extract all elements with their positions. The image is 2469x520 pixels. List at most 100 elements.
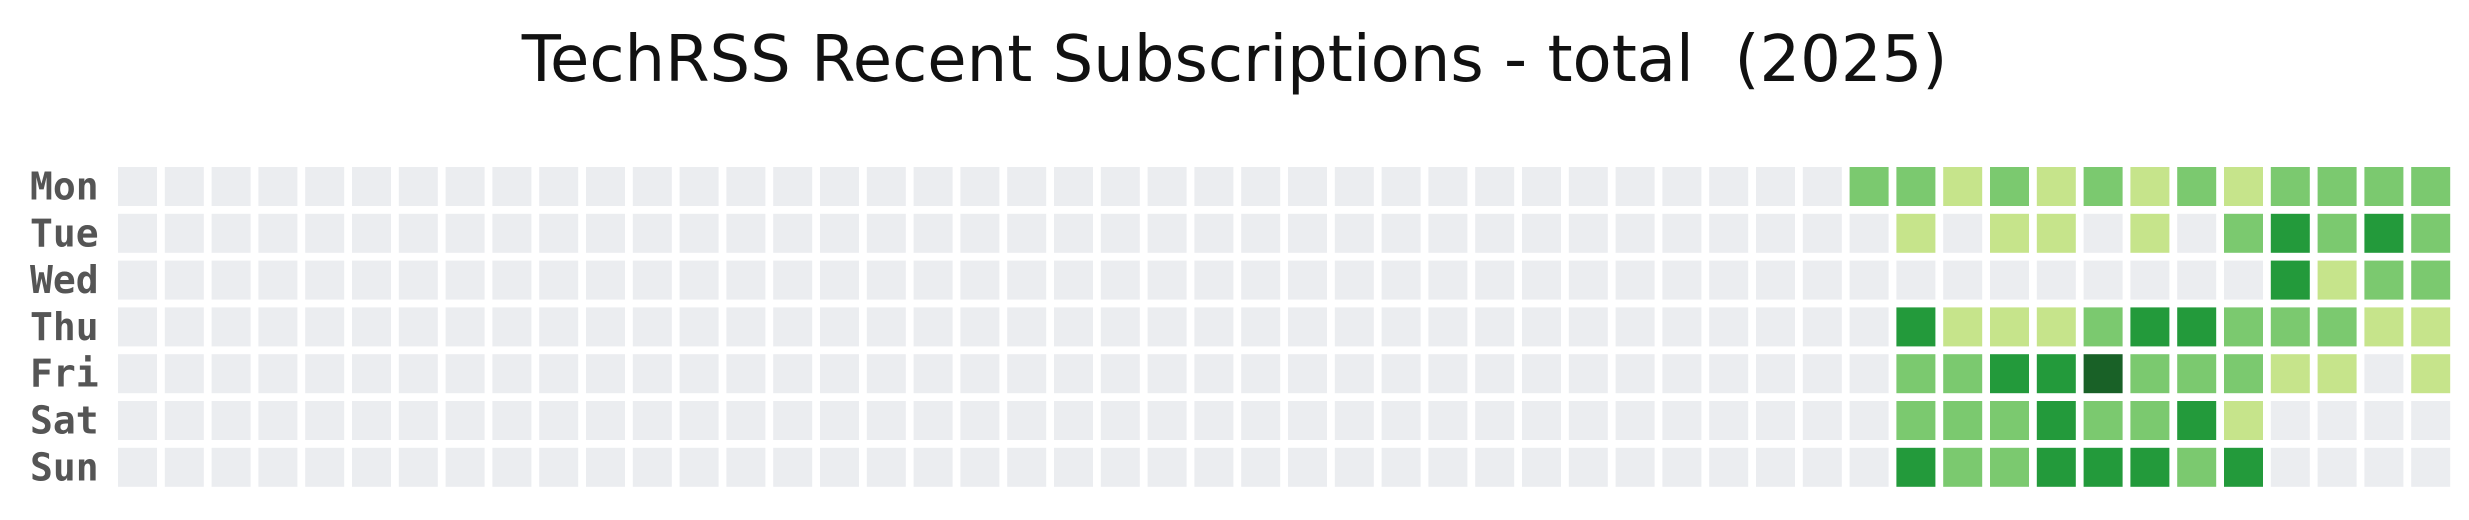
- heatmap-cell-fri-13: [726, 354, 766, 394]
- heatmap-cell-tue-3: [258, 213, 298, 253]
- heatmap-cell-tue-14: [773, 213, 813, 253]
- heatmap-cell-fri-38: [1896, 354, 1936, 394]
- heatmap-cell-sun-48: [2364, 447, 2404, 487]
- heatmap-cell-wed-0: [118, 260, 157, 300]
- heatmap-cell-thu-40: [1990, 307, 2029, 347]
- heatmap-cell-mon-49: [2411, 167, 2451, 206]
- heatmap-cell-fri-28: [1428, 354, 1468, 394]
- heatmap-cell-sun-28: [1428, 447, 1468, 487]
- day-label-tue: Tue: [30, 211, 99, 255]
- heatmap-cell-sat-32: [1615, 401, 1655, 440]
- heatmap-cell-sun-40: [1990, 447, 2029, 487]
- heatmap-cell-fri-18: [960, 354, 1000, 394]
- heatmap-cell-fri-44: [2177, 354, 2217, 394]
- heatmap-cell-sat-6: [398, 401, 438, 440]
- heatmap-cell-sun-31: [1568, 447, 1608, 487]
- heatmap-cell-thu-11: [632, 307, 672, 347]
- heatmap-cell-wed-29: [1475, 260, 1515, 300]
- heatmap-cell-thu-49: [2411, 307, 2451, 347]
- heatmap-cell-wed-23: [1194, 260, 1234, 300]
- heatmap-cell-mon-12: [679, 167, 719, 206]
- heatmap-cell-tue-42: [2083, 213, 2123, 253]
- heatmap-cell-thu-14: [773, 307, 813, 347]
- heatmap-cell-mon-48: [2364, 167, 2404, 206]
- heatmap-cell-thu-16: [866, 307, 906, 347]
- heatmap-cell-thu-9: [539, 307, 579, 347]
- heatmap-cell-thu-32: [1615, 307, 1655, 347]
- heatmap-cell-thu-39: [1943, 307, 1983, 347]
- heatmap-cell-mon-24: [1241, 167, 1281, 206]
- heatmap-cell-thu-21: [1100, 307, 1140, 347]
- heatmap-cell-tue-8: [492, 213, 532, 253]
- heatmap-cell-mon-21: [1100, 167, 1140, 206]
- heatmap-cell-thu-5: [352, 307, 391, 347]
- heatmap-cell-mon-47: [2317, 167, 2357, 206]
- heatmap-cell-sat-37: [1849, 401, 1889, 440]
- heatmap-cell-fri-41: [2036, 354, 2076, 394]
- heatmap-cell-sat-23: [1194, 401, 1234, 440]
- heatmap-cell-tue-13: [726, 213, 766, 253]
- heatmap-cell-thu-22: [1147, 307, 1187, 347]
- heatmap-cell-tue-5: [352, 213, 391, 253]
- heatmap-cell-wed-4: [305, 260, 345, 300]
- heatmap-cell-thu-24: [1241, 307, 1281, 347]
- heatmap-cell-sat-9: [539, 401, 579, 440]
- day-label-thu: Thu: [30, 305, 99, 349]
- heatmap-cell-fri-9: [539, 354, 579, 394]
- heatmap-cell-tue-34: [1709, 213, 1749, 253]
- heatmap-cell-wed-43: [2130, 260, 2170, 300]
- heatmap-cell-sat-4: [305, 401, 345, 440]
- heatmap-cell-tue-46: [2270, 213, 2310, 253]
- heatmap-cell-fri-35: [1756, 354, 1795, 394]
- heatmap-cell-tue-35: [1756, 213, 1795, 253]
- heatmap-cell-sat-49: [2411, 401, 2451, 440]
- heatmap-cell-thu-47: [2317, 307, 2357, 347]
- heatmap-cell-tue-49: [2411, 213, 2451, 253]
- heatmap-cell-fri-1: [164, 354, 204, 394]
- heatmap-cell-tue-2: [211, 213, 251, 253]
- heatmap-cell-fri-4: [305, 354, 345, 394]
- heatmap-cell-sat-44: [2177, 401, 2217, 440]
- heatmap-cell-thu-37: [1849, 307, 1889, 347]
- heatmap-cell-fri-30: [1522, 354, 1561, 394]
- heatmap-cell-thu-15: [820, 307, 859, 347]
- heatmap-cell-fri-34: [1709, 354, 1749, 394]
- heatmap-cell-mon-42: [2083, 167, 2123, 206]
- heatmap-cell-sat-16: [866, 401, 906, 440]
- heatmap-cell-tue-39: [1943, 213, 1983, 253]
- heatmap-cell-sun-5: [352, 447, 391, 487]
- heatmap-cell-wed-1: [164, 260, 204, 300]
- heatmap-cell-sat-42: [2083, 401, 2123, 440]
- heatmap-cell-mon-22: [1147, 167, 1187, 206]
- heatmap-cell-sun-4: [305, 447, 345, 487]
- heatmap-cell-thu-7: [445, 307, 485, 347]
- heatmap-cell-mon-10: [586, 167, 625, 206]
- heatmap-cell-sat-46: [2270, 401, 2310, 440]
- heatmap-cell-sun-36: [1802, 447, 1842, 487]
- heatmap-cell-tue-16: [866, 213, 906, 253]
- heatmap-cell-tue-12: [679, 213, 719, 253]
- heatmap-cell-tue-32: [1615, 213, 1655, 253]
- heatmap-cell-sat-7: [445, 401, 485, 440]
- heatmap-cell-tue-33: [1662, 213, 1702, 253]
- heatmap-cell-thu-42: [2083, 307, 2123, 347]
- heatmap-cell-fri-46: [2270, 354, 2310, 394]
- heatmap-cell-sat-34: [1709, 401, 1749, 440]
- heatmap-cell-sun-14: [773, 447, 813, 487]
- heatmap-cell-sun-6: [398, 447, 438, 487]
- heatmap-cell-mon-25: [1288, 167, 1327, 206]
- heatmap-cell-mon-33: [1662, 167, 1702, 206]
- heatmap-cell-fri-45: [2224, 354, 2263, 394]
- heatmap-cell-sat-25: [1288, 401, 1327, 440]
- heatmap-cell-mon-39: [1943, 167, 1983, 206]
- heatmap-cell-sun-18: [960, 447, 1000, 487]
- heatmap-cell-fri-15: [820, 354, 859, 394]
- heatmap-cell-sun-11: [632, 447, 672, 487]
- heatmap-cell-tue-22: [1147, 213, 1187, 253]
- heatmap-cell-tue-30: [1522, 213, 1561, 253]
- heatmap-cell-sat-19: [1007, 401, 1047, 440]
- heatmap-cell-sun-29: [1475, 447, 1515, 487]
- heatmap-cell-fri-6: [398, 354, 438, 394]
- heatmap-cell-sun-45: [2224, 447, 2263, 487]
